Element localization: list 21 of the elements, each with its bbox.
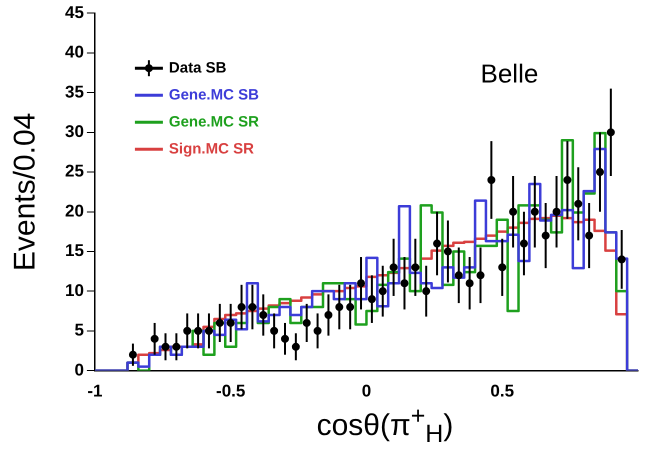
y-tick-label: 45 [64,2,84,22]
y-tick-label: 15 [64,241,84,260]
annotation: Belle [480,58,538,88]
x-tick-label: 0.5 [490,381,514,400]
legend-label: Gene.MC SR [168,113,260,130]
y-tick-label: 35 [64,82,84,102]
y-axis-title: Events/0.04 [8,112,42,272]
x-axis-title: cosθ(π$^{+}$$_{H}$) [316,402,454,449]
legend-label: Gene.MC SB [168,86,260,104]
y-tick-label: 0 [74,360,84,380]
y-tick-label: 40 [64,42,84,62]
y-tick-label: 30 [64,122,84,142]
legend-label: Sign.MC SR [168,140,254,158]
y-tick-label: 5 [74,320,84,340]
legend-label: Data SB [168,59,227,76]
x-tick-label: -1 [87,381,102,400]
y-tick-label: 20 [64,201,84,220]
x-tick-label: -0.5 [216,381,246,400]
y-tick-label: 10 [64,280,84,300]
y-tick-label: 25 [64,162,84,181]
x-tick-label: 0 [362,381,372,400]
